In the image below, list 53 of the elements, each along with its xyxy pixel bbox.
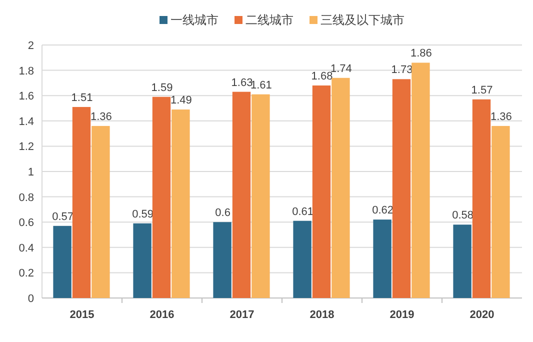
y-tick-label: 2	[28, 40, 34, 52]
y-tick-label: 0.6	[18, 217, 34, 230]
y-tick-label: 0.4	[18, 242, 34, 254]
bar	[232, 92, 251, 298]
x-tick-label: 2015	[70, 309, 94, 321]
data-label: 0.62	[372, 204, 394, 217]
bar	[492, 126, 510, 298]
data-label: 0.61	[292, 206, 314, 218]
bar	[412, 62, 430, 298]
data-label: 0.6	[215, 207, 230, 220]
bar	[172, 110, 190, 298]
y-tick-label: 1.8	[18, 65, 34, 78]
y-tick-label: 1.2	[18, 141, 34, 154]
data-label: 0.59	[132, 208, 154, 220]
bar	[213, 222, 232, 298]
x-tick-label: 2016	[150, 309, 174, 321]
bar	[53, 226, 72, 298]
bar	[92, 126, 110, 298]
bar	[453, 224, 472, 298]
data-label: 1.86	[410, 48, 432, 60]
data-label: 1.36	[490, 110, 512, 123]
y-tick-label: 0.2	[18, 268, 34, 280]
data-label: 0.57	[52, 210, 74, 223]
y-tick-label: 1	[28, 166, 34, 178]
bar	[72, 106, 91, 298]
x-tick-label: 2019	[390, 309, 414, 321]
bar	[312, 85, 331, 298]
x-tick-label: 2017	[230, 309, 254, 321]
data-label: 1.36	[90, 110, 112, 123]
y-tick-label: 0	[28, 293, 34, 305]
y-tick-label: 1.6	[18, 90, 34, 103]
bar	[392, 79, 411, 298]
legend-label: 二线城市	[246, 13, 294, 27]
x-tick-label: 2018	[310, 309, 334, 321]
legend-label: 一线城市	[170, 13, 218, 27]
legend-label: 三线及以下城市	[320, 13, 404, 27]
data-label: 1.57	[471, 84, 493, 96]
bar	[373, 220, 392, 298]
bar	[293, 220, 312, 298]
data-label: 1.49	[170, 94, 192, 107]
data-label: 1.63	[231, 76, 253, 89]
data-label: 0.58	[452, 210, 474, 222]
bar	[152, 96, 171, 298]
bar	[332, 78, 350, 298]
bar	[133, 223, 152, 298]
x-tick-label: 2020	[470, 309, 494, 321]
data-label: 1.51	[71, 92, 93, 104]
bar	[252, 94, 270, 298]
data-label: 1.68	[311, 70, 333, 82]
bar	[472, 99, 491, 298]
y-tick-label: 0.8	[18, 192, 34, 204]
y-tick-label: 1.4	[18, 116, 34, 128]
data-label: 1.59	[151, 82, 173, 94]
